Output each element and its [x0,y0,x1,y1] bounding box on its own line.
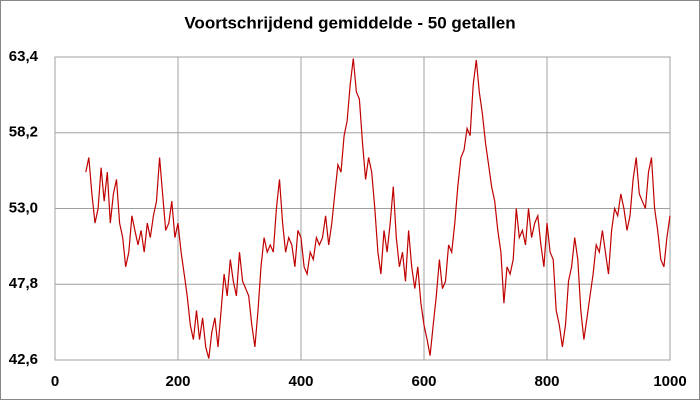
chart-title: Voortschrijdend gemiddelde - 50 getallen [184,13,515,32]
x-tick-label: 400 [288,373,313,390]
y-tick-label: 47,8 [9,275,38,292]
y-tick-label: 53,0 [9,199,38,216]
data-line [85,58,671,359]
y-tick-label: 42,6 [9,351,38,368]
x-tick-label: 800 [534,373,559,390]
x-tick-label: 200 [165,373,190,390]
y-tick-label: 58,2 [9,124,38,141]
x-tick-label: 600 [411,373,436,390]
y-tick-label: 63,4 [9,48,39,65]
x-tick-label: 1000 [653,373,686,390]
x-tick-label: 0 [51,373,59,390]
